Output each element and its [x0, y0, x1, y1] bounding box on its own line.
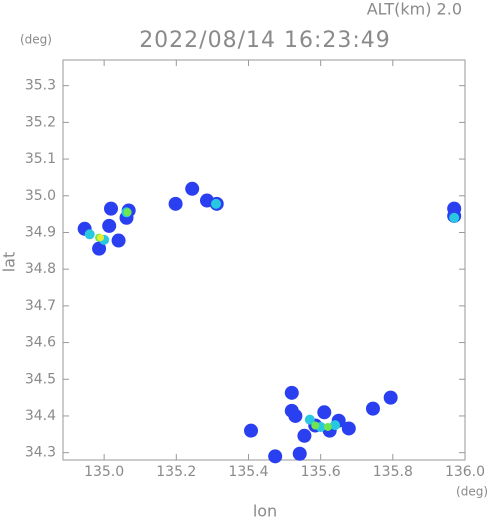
y-tick-label: 35.3: [25, 78, 56, 94]
echo-point: [304, 414, 315, 425]
echo-point: [449, 212, 460, 223]
echo-point: [244, 423, 259, 438]
echo-point: [168, 196, 183, 211]
echo-point: [284, 385, 299, 400]
y-tick-label: 34.8: [25, 261, 56, 277]
y-axis-label: lat: [0, 252, 19, 273]
y-tick-label: 34.7: [25, 298, 56, 314]
echo-point: [330, 420, 341, 431]
echo-point: [297, 428, 312, 443]
echo-point: [284, 403, 299, 418]
echo-point: [103, 201, 118, 216]
x-tick-label: 135.2: [156, 464, 196, 480]
echo-point: [292, 446, 307, 461]
echo-point: [92, 241, 107, 256]
chart-title: 2022/08/14 16:23:49: [139, 28, 391, 53]
echo-point: [341, 421, 356, 436]
x-tick-label: 135.4: [228, 464, 268, 480]
y-tick-label: 35.2: [25, 114, 56, 130]
echo-point: [123, 208, 132, 217]
y-tick-label: 34.6: [25, 335, 56, 351]
echo-point: [211, 198, 222, 209]
echo-point: [447, 201, 462, 216]
y-tick-label: 34.4: [25, 408, 56, 424]
echo-point: [317, 405, 332, 420]
echo-point: [268, 449, 283, 464]
echo-point: [383, 390, 398, 405]
plot-frame: [62, 59, 466, 461]
y-tick-label: 34.3: [25, 445, 56, 461]
echo-point: [323, 422, 332, 431]
y-tick-label: 35.1: [25, 151, 56, 167]
x-tick-label: 135.8: [373, 464, 413, 480]
x-tick-label: 135.0: [84, 464, 124, 480]
y-tick-label: 35.0: [25, 188, 56, 204]
echo-point: [102, 218, 117, 233]
y-tick-label: 34.9: [25, 224, 56, 240]
echo-point: [185, 181, 200, 196]
y-unit: (deg): [20, 33, 52, 47]
y-tick-label: 34.5: [25, 371, 56, 387]
x-axis-label: lon: [253, 502, 277, 521]
echo-point: [111, 233, 126, 248]
x-tick-label: 136.0: [445, 464, 485, 480]
echo-point: [84, 229, 95, 240]
echo-point: [97, 234, 105, 242]
x-tick-label: 135.6: [301, 464, 341, 480]
x-unit: (deg): [456, 485, 488, 499]
altitude-label: ALT(km) 2.0: [367, 0, 462, 19]
echo-point: [365, 401, 380, 416]
echo-point: [311, 421, 320, 430]
